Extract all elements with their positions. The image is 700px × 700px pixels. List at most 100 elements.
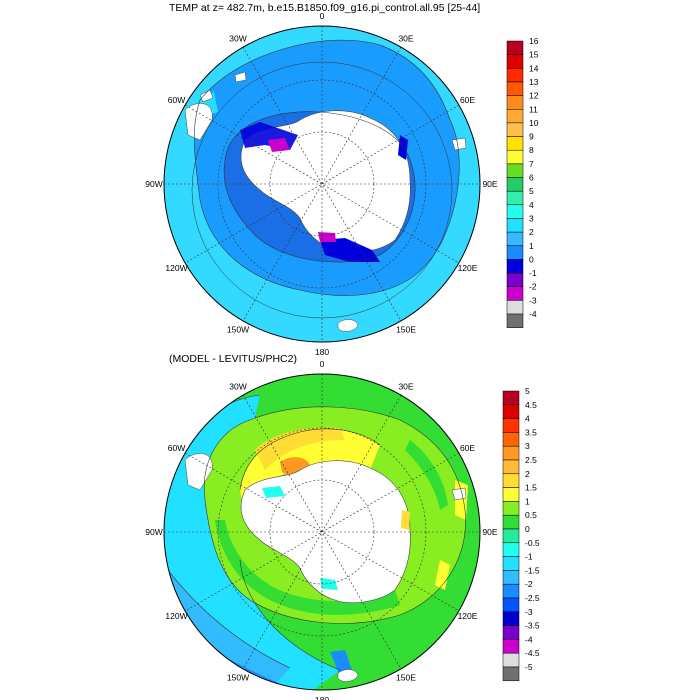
bottom-colorbar-swatch bbox=[502, 445, 520, 461]
top-lon-label: 90E bbox=[482, 179, 497, 189]
bottom-lon-label: 60W bbox=[168, 443, 185, 453]
bottom-colorbar-label: -3 bbox=[525, 607, 533, 617]
top-colorbar-label: 16 bbox=[529, 36, 539, 46]
top-colorbar-label: 14 bbox=[529, 63, 539, 73]
top-colorbar-label: 15 bbox=[529, 50, 539, 60]
bottom-colorbar-swatch bbox=[502, 501, 520, 516]
top-colorbar-label: 11 bbox=[529, 104, 538, 114]
bottom-colorbar-label: 3 bbox=[525, 441, 530, 451]
bottom-colorbar-swatch bbox=[502, 652, 520, 668]
bottom-colorbar-swatch bbox=[502, 597, 520, 613]
bottom-map-border bbox=[163, 373, 481, 691]
top-colorbar-label: -3 bbox=[529, 295, 537, 305]
top-colorbar-swatch bbox=[506, 300, 524, 315]
top-colorbar-swatch bbox=[506, 204, 524, 219]
top-colorbar-label: 4 bbox=[529, 200, 534, 210]
bottom-colorbar-label: 1.5 bbox=[525, 483, 537, 493]
top-lon-label: 90W bbox=[145, 179, 162, 189]
bottom-colorbar-swatch bbox=[502, 390, 520, 406]
bottom-colorbar-swatch bbox=[502, 583, 520, 599]
top-colorbar-swatch bbox=[506, 95, 524, 110]
bottom-colorbar-label: 2.5 bbox=[525, 455, 537, 465]
bottom-lon-label: 30W bbox=[229, 382, 246, 392]
bottom-lon-label: 90E bbox=[482, 527, 497, 537]
bottom-colorbar-swatch bbox=[502, 542, 520, 557]
top-colorbar-swatch bbox=[506, 190, 524, 206]
top-colorbar-label: 8 bbox=[529, 145, 534, 155]
top-polar-map: 0 30E 60E 90E 120E 150E 180 150W 120W 90W 60W 30W bbox=[145, 11, 498, 357]
bottom-colorbar-swatch bbox=[502, 528, 520, 544]
bottom-colorbar-swatch bbox=[502, 487, 520, 502]
bottom-colorbar-label: 0 bbox=[525, 524, 530, 534]
bottom-colorbar-label: 1 bbox=[525, 496, 530, 506]
top-longitude-labels: 0 30E 60E 90E 120E 150E 180 150W 120W 90W 60W 30W bbox=[145, 11, 498, 357]
bottom-colorbar-swatch bbox=[502, 418, 520, 433]
bottom-colorbar-swatch bbox=[502, 611, 520, 626]
top-colorbar-swatch bbox=[506, 136, 524, 151]
top-colorbar-label: 13 bbox=[529, 77, 539, 87]
top-colorbar-swatch bbox=[506, 68, 524, 83]
top-colorbar-swatch bbox=[506, 286, 524, 301]
bottom-colorbar-swatch bbox=[502, 666, 520, 682]
top-colorbar-swatch bbox=[506, 40, 524, 55]
top-colorbar-swatch bbox=[506, 149, 524, 165]
top-colorbar-label: 9 bbox=[529, 132, 534, 142]
top-colorbar-swatch bbox=[506, 231, 524, 247]
bottom-lon-label: 90W bbox=[145, 527, 162, 537]
bottom-colorbar-label: -0.5 bbox=[525, 538, 540, 548]
top-colorbar-label: -2 bbox=[529, 282, 537, 292]
bottom-colorbar-swatch bbox=[502, 556, 520, 571]
bottom-colorbar-label: 4 bbox=[525, 414, 530, 424]
bottom-colorbar-label: -5 bbox=[525, 662, 533, 672]
top-colorbar-swatch bbox=[506, 218, 524, 233]
top-colorbar-swatch bbox=[506, 122, 524, 137]
bottom-map-title: (MODEL - LEVITUS/PHC2) bbox=[169, 353, 297, 365]
bottom-colorbar-label: 2 bbox=[525, 469, 530, 479]
top-colorbar-label: 5 bbox=[529, 186, 534, 196]
bottom-colorbar-label: -1 bbox=[525, 552, 533, 562]
bottom-colorbar-swatch bbox=[502, 625, 520, 640]
top-colorbar-label: 0 bbox=[529, 254, 534, 264]
bottom-longitude-labels: 0 30E 60E 90E 120E 150E 180 150W 120W 90W 60W 30W bbox=[145, 359, 498, 700]
top-colorbar-label: 3 bbox=[529, 214, 534, 224]
bottom-colorbar-label: -3.5 bbox=[525, 621, 540, 631]
top-lon-label: 150W bbox=[227, 325, 249, 335]
top-lon-label: 30W bbox=[229, 34, 246, 44]
bottom-colorbar-label: 0.5 bbox=[525, 510, 537, 520]
bottom-colorbar-swatch bbox=[502, 639, 520, 654]
top-lon-label: 150E bbox=[396, 325, 416, 335]
bottom-colorbar-label: -4 bbox=[525, 634, 533, 644]
top-colorbar-swatch bbox=[506, 54, 524, 69]
bottom-colorbar-swatch bbox=[502, 570, 520, 585]
bottom-polar-map: 0 30E 60E 90E 120E 150E 180 150W 120W 90W 60W 30W bbox=[145, 359, 498, 700]
top-colorbar-swatch bbox=[506, 177, 524, 192]
top-lon-label: 60W bbox=[168, 95, 185, 105]
bottom-colorbar-label: -4.5 bbox=[525, 648, 540, 658]
top-map-border bbox=[163, 25, 481, 343]
top-map-title: TEMP at z= 482.7m, b.e15.B1850.f09_g16.p… bbox=[169, 2, 481, 14]
top-colorbar-swatch bbox=[506, 163, 524, 178]
top-lon-label: 180 bbox=[315, 347, 329, 357]
bottom-colorbar-label: 3.5 bbox=[525, 427, 537, 437]
bottom-colorbar-label: -1.5 bbox=[525, 565, 540, 575]
bottom-colorbar-label: -2.5 bbox=[525, 593, 540, 603]
bottom-colorbar-swatch bbox=[502, 432, 520, 447]
top-colorbar-swatch bbox=[506, 81, 524, 96]
bottom-colorbar-swatch bbox=[502, 473, 520, 488]
bottom-lon-label: 180 bbox=[315, 695, 329, 700]
top-lon-label: 0 bbox=[320, 11, 325, 21]
top-colorbar-label: 2 bbox=[529, 227, 534, 237]
bottom-colorbar-label: 5 bbox=[525, 386, 530, 396]
bottom-lon-label: 0 bbox=[320, 359, 325, 369]
top-colorbar-swatch bbox=[506, 259, 524, 274]
top-colorbar-label: 6 bbox=[529, 173, 534, 183]
bottom-colorbar: 5 4.5 4 3.5 3 2.5 2 1.5 1 0.5 0 -0.5 -1 -1.5 -2 -2.5 -3 -… bbox=[502, 386, 540, 682]
top-lon-label: 60E bbox=[460, 95, 475, 105]
top-colorbar-label: -4 bbox=[529, 309, 537, 319]
bottom-lon-label: 60E bbox=[460, 443, 475, 453]
top-colorbar-swatch bbox=[506, 245, 524, 260]
top-colorbar-swatch bbox=[506, 109, 524, 124]
top-colorbar-label: 1 bbox=[529, 241, 534, 251]
